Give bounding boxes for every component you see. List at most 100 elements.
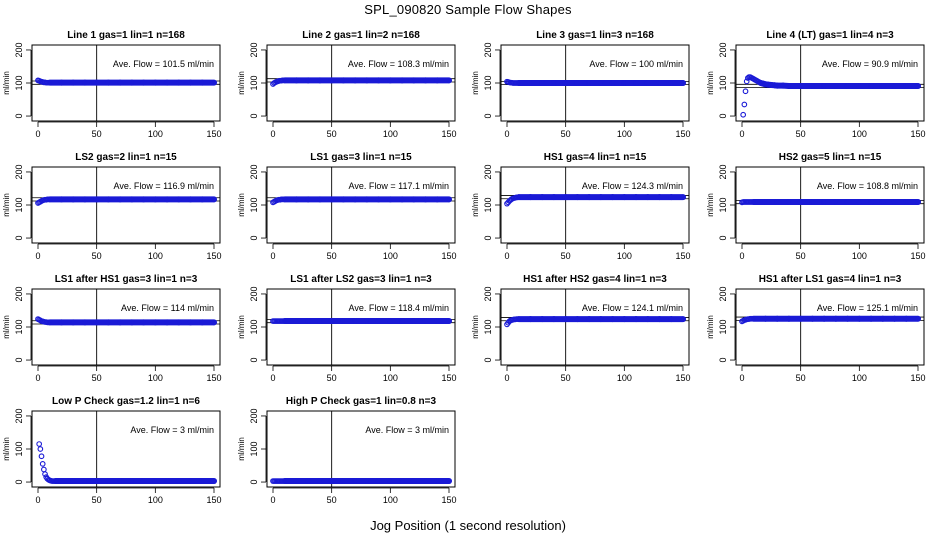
y-tick-label: 0: [483, 114, 493, 119]
x-tick-label: 100: [617, 251, 632, 261]
x-tick-label: 100: [852, 129, 867, 139]
data-point: [387, 478, 394, 484]
data-point: [164, 196, 170, 203]
data-point: [609, 194, 616, 200]
x-tick-label: 50: [796, 129, 806, 139]
chart-panel: HS1 after HS2 gas=4 lin=1 n=3 0 100 200 ml/m…: [471, 274, 691, 383]
data-point: [774, 82, 781, 89]
plot-frame: [735, 44, 925, 122]
data-point: [772, 82, 778, 89]
data-point: [774, 315, 781, 322]
data-point: [305, 196, 312, 203]
y-tick-label: 200: [249, 408, 259, 423]
data-point: [39, 461, 46, 467]
x-tick-label: 0: [35, 129, 40, 139]
y-axis-label: ml/min: [471, 71, 480, 95]
data-point: [856, 315, 863, 322]
x-tick-label: 0: [739, 129, 744, 139]
x-tick-label: 0: [270, 129, 275, 139]
y-tick-label: 200: [718, 164, 728, 179]
x-tick-label: 0: [504, 129, 509, 139]
data-point: [352, 318, 358, 324]
data-point: [446, 77, 452, 84]
data-point: [598, 80, 604, 86]
data-point: [668, 194, 675, 200]
data-point: [833, 315, 839, 322]
data-point: [399, 196, 405, 203]
data-point: [868, 199, 874, 205]
data-point: [281, 478, 288, 484]
data-point: [797, 83, 804, 89]
data-point: [352, 478, 358, 484]
data-point: [375, 77, 382, 84]
x-tick-label: 0: [270, 495, 275, 505]
x-tick-label: 150: [206, 251, 221, 261]
data-point: [764, 81, 771, 88]
data-point: [609, 316, 616, 322]
data-point: [668, 316, 675, 322]
data-point: [574, 80, 581, 86]
y-tick-label: 0: [249, 358, 259, 363]
data-point: [786, 315, 792, 322]
data-point: [422, 478, 429, 484]
data-point: [164, 478, 170, 484]
x-tick-label: 0: [739, 373, 744, 383]
plot-frame: [266, 166, 456, 244]
y-tick-label: 0: [249, 236, 259, 241]
data-point: [187, 196, 194, 203]
x-tick-label: 50: [92, 495, 102, 505]
data-point: [434, 77, 441, 84]
x-tick-label: 50: [92, 251, 102, 261]
plot-frame: [735, 166, 925, 244]
data-point: [70, 478, 77, 484]
data-point: [41, 466, 47, 473]
data-point: [644, 316, 651, 322]
data-point: [434, 318, 441, 324]
data-point: [809, 83, 816, 89]
data-point: [42, 471, 48, 477]
chart-title: Low P Check gas=1.2 lin=1 n=6: [52, 396, 200, 407]
x-tick-label: 100: [148, 129, 163, 139]
plot-frame: [266, 288, 456, 366]
y-tick-label: 200: [249, 164, 259, 179]
data-point: [140, 319, 147, 326]
data-point: [586, 80, 592, 86]
y-axis-label: ml/min: [237, 193, 246, 217]
data-point: [598, 194, 604, 200]
x-tick-label: 50: [327, 495, 337, 505]
data-point: [656, 316, 663, 322]
data-point: [833, 199, 839, 205]
data-point: [446, 318, 452, 324]
data-point: [82, 478, 88, 484]
chart-panel: LS1 gas=3 lin=1 n=15 0 100 200 ml/min 0 50 100 1…: [237, 152, 457, 261]
x-tick-label: 0: [270, 373, 275, 383]
y-axis-label: ml/min: [471, 193, 480, 217]
data-point: [340, 77, 347, 84]
x-tick-label: 50: [796, 373, 806, 383]
y-tick-label: 0: [14, 480, 24, 485]
x-tick-label: 150: [675, 251, 690, 261]
data-point: [364, 318, 370, 324]
chart-panel: HS1 gas=4 lin=1 n=15 0 100 200 ml/min 0 50 100 1…: [471, 152, 691, 261]
data-point: [117, 478, 123, 484]
plot-frame: [31, 288, 221, 366]
data-point: [656, 80, 663, 86]
data-point: [187, 478, 194, 484]
data-point: [586, 316, 592, 322]
y-tick-label: 100: [249, 75, 259, 90]
data-point: [856, 199, 863, 205]
y-axis-label: ml/min: [2, 315, 11, 339]
x-tick-label: 0: [270, 251, 275, 261]
x-tick-label: 0: [35, 373, 40, 383]
data-point: [152, 79, 159, 86]
chart-title: Line 1 gas=1 lin=1 n=168: [67, 30, 185, 41]
data-point: [780, 82, 786, 89]
data-point: [609, 80, 616, 86]
y-tick-label: 0: [14, 358, 24, 363]
data-point: [105, 319, 112, 326]
y-tick-label: 0: [718, 236, 728, 241]
x-tick-label: 50: [561, 129, 571, 139]
data-point: [305, 318, 312, 324]
data-point: [140, 478, 147, 484]
data-point: [762, 81, 769, 88]
